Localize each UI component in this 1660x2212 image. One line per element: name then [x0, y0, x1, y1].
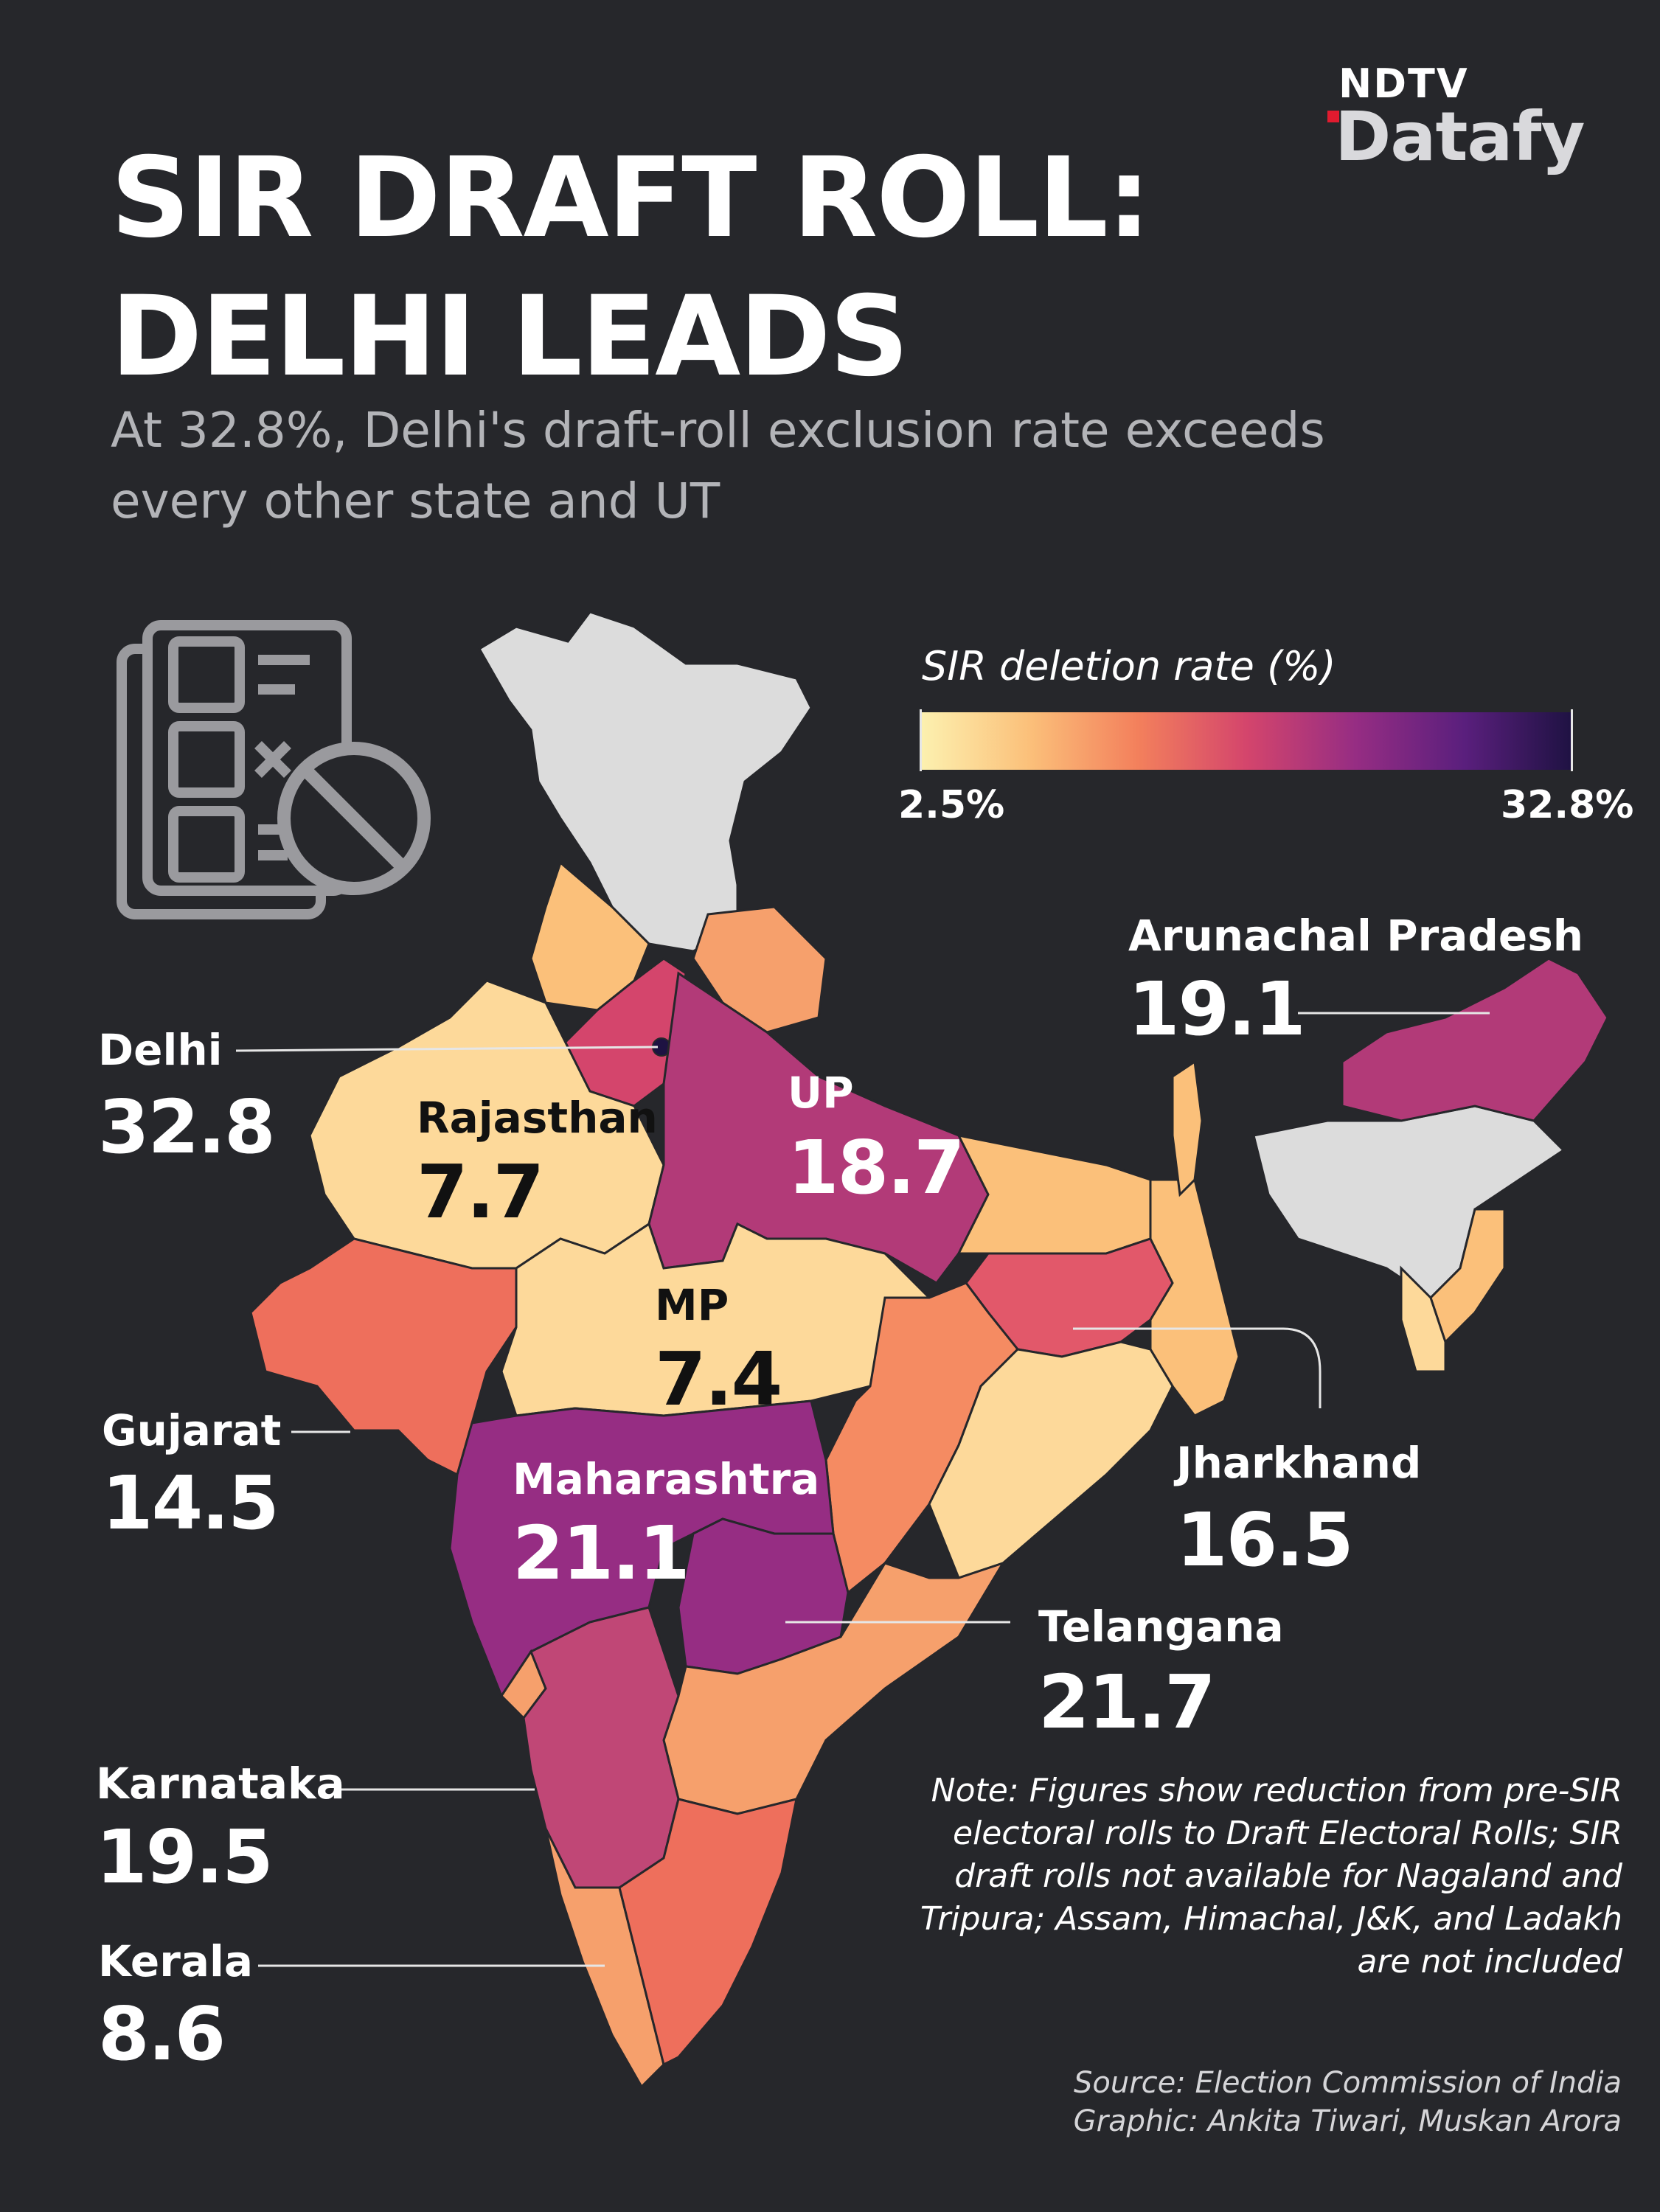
label-jharkhand-name: Jharkhand: [1176, 1438, 1422, 1488]
legend-color-bar: [920, 712, 1573, 770]
page-title: SIR DRAFT ROLL: DELHI LEADS: [111, 129, 1151, 406]
label-gujarat-name: Gujarat: [102, 1405, 282, 1455]
subtitle: At 32.8%, Delhi's draft-roll exclusion r…: [111, 402, 1325, 529]
label-mp-name: MP: [655, 1280, 729, 1330]
label-karnataka-value: 19.5: [96, 1814, 274, 1900]
brand-dot: [1327, 111, 1339, 122]
label-mp-value: 7.4: [655, 1336, 782, 1422]
legend-title: SIR deletion rate (%): [922, 643, 1336, 689]
legend-tick-min: [920, 709, 922, 771]
label-delhi-name: Delhi: [98, 1025, 223, 1075]
label-jharkhand-value: 16.5: [1176, 1497, 1354, 1583]
title-line-1: SIR DRAFT ROLL:: [111, 134, 1151, 262]
label-gujarat-value: 14.5: [102, 1460, 279, 1546]
legend-max-label: 32.8%: [1501, 783, 1634, 827]
brand-ndtv: NDTV: [1338, 60, 1469, 107]
label-karnataka-name: Karnataka: [96, 1759, 345, 1809]
label-maharashtra-value: 21.1: [513, 1510, 690, 1596]
label-telangana-name: Telangana: [1038, 1601, 1284, 1652]
label-kerala-value: 8.6: [98, 1991, 226, 2077]
leader-lines: [235, 1012, 1490, 1967]
label-delhi-value: 32.8: [98, 1084, 276, 1170]
source: Source: Election Commission of India: [1074, 2066, 1622, 2100]
label-telangana-value: 21.7: [1038, 1659, 1216, 1745]
label-kerala-name: Kerala: [98, 1936, 254, 1986]
graphic-credit: Graphic: Ankita Tiwari, Muskan Arora: [1073, 2104, 1622, 2138]
legend-min-label: 2.5%: [898, 783, 1005, 827]
label-rajasthan-value: 7.7: [417, 1149, 544, 1235]
electoral-roll-excluded-icon: [117, 620, 431, 919]
title-line-2: DELHI LEADS: [111, 273, 909, 401]
label-rajasthan-name: Rajasthan: [417, 1093, 658, 1143]
label-up-name: UP: [788, 1068, 854, 1118]
brand-datafy: Datafy: [1335, 97, 1586, 176]
label-up-value: 18.7: [788, 1124, 965, 1211]
label-arunachal-name: Arunachal Pradesh: [1128, 911, 1584, 961]
label-maharashtra-name: Maharashtra: [513, 1454, 820, 1504]
label-arunachal-value: 19.1: [1128, 966, 1306, 1052]
legend-tick-max: [1571, 709, 1573, 771]
note: Note: Figures show reduction from pre-SI…: [920, 1772, 1622, 1980]
